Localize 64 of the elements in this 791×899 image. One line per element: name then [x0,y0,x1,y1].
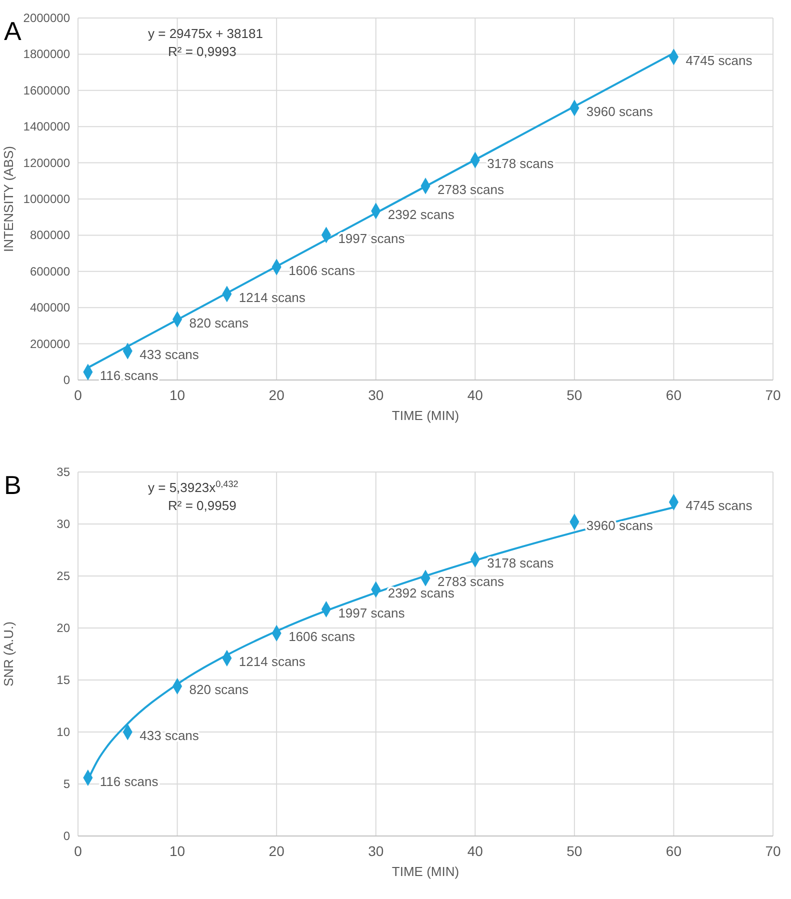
x-tick-label: 60 [666,387,682,403]
y-tick-label: 15 [56,673,70,687]
annotation: 3178 scans [487,555,554,570]
y-tick-label: 1600000 [23,83,70,98]
annotation: 1214 scans [238,290,306,306]
annotation: 1606 scans [288,263,356,278]
y-tick-label: 10 [56,725,70,739]
annotation: 3178 scans [487,156,554,172]
x-tick-label: 50 [566,387,582,403]
y-tick-label: 800000 [30,228,70,242]
y-tick-label: 25 [56,569,70,583]
x-tick-label: 10 [169,843,186,859]
y-tick-label: 400000 [30,300,70,315]
annotation: R² = 0,9959 [168,498,236,513]
x-tick-label: 40 [467,843,484,859]
chart-title: B [4,470,22,500]
y-axis-title: INTENSITY (ABS) [1,146,16,252]
y-tick-label: 600000 [30,264,70,278]
x-tick-label: 70 [765,843,781,859]
x-tick-label: 20 [268,843,285,859]
chart-title: A [4,16,22,46]
x-axis-title: TIME (MIN) [392,864,460,879]
y-tick-label: 30 [56,517,70,531]
annotation: 820 scans [189,682,250,698]
x-tick-label: 60 [666,843,682,859]
annotation: 820 scans [189,315,250,330]
x-tick-label: 30 [368,843,384,859]
annotation: 4745 scans [686,52,753,68]
y-tick-label: 0 [63,829,70,843]
annotation: 2783 scans [438,182,504,197]
x-tick-label: 10 [169,387,186,403]
annotation: 1997 scans [338,605,406,620]
y-tick-label: 20 [56,621,70,635]
annotation: 1997 scans [338,231,406,246]
y-tick-label: 5 [63,777,70,791]
y-tick-label: 35 [56,465,70,479]
annotation: 3960 scans [586,104,654,119]
x-tick-label: 30 [368,387,384,403]
annotation: 116 scans [100,774,159,789]
y-tick-label: 1400000 [23,120,70,134]
x-tick-label: 0 [74,843,82,859]
y-axis-title: SNR (A.U.) [1,622,16,686]
annotation: 433 scans [140,728,200,743]
x-tick-label: 70 [765,387,781,403]
y-tick-label: 1200000 [23,156,70,170]
y-tick-label: 2000000 [23,11,70,25]
annotation: 433 scans [140,347,200,362]
annotation: 4745 scans [686,498,753,514]
y-tick-label: 1000000 [23,192,70,206]
y-tick-label: 200000 [30,336,70,351]
annotation: 2392 scans [388,206,455,222]
x-tick-label: 20 [268,387,285,403]
x-tick-label: 50 [566,843,582,859]
annotation: y = 29475x + 38181 [148,26,263,41]
annotation: 116 scans [100,368,159,384]
x-tick-label: 0 [74,387,82,403]
annotation: 1606 scans [288,629,356,644]
annotation: 1214 scans [238,654,306,670]
y-tick-label: 1800000 [23,47,70,62]
annotation: R² = 0,9993 [168,44,236,59]
x-tick-label: 40 [467,387,484,403]
annotation: y = 5,3923x$^{0,432}$ [148,479,238,495]
y-tick-label: 0 [63,373,70,387]
x-axis-title: TIME (MIN) [392,408,460,423]
